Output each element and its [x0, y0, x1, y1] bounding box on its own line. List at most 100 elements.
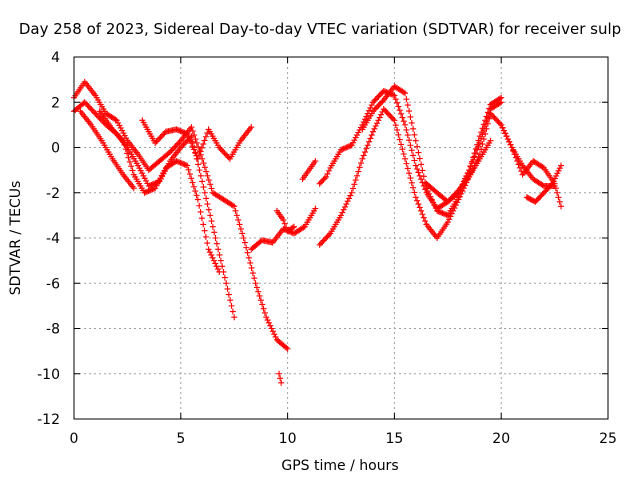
data-point — [325, 231, 332, 238]
data-point — [182, 130, 189, 137]
data-point — [510, 147, 517, 154]
data-point — [150, 185, 157, 192]
data-point — [391, 92, 398, 99]
data-point — [130, 185, 137, 192]
data-point — [408, 147, 415, 154]
data-point — [192, 136, 199, 143]
data-point — [149, 181, 156, 188]
data-point — [241, 239, 248, 246]
data-point — [415, 149, 422, 156]
data-point — [415, 169, 422, 176]
data-point — [193, 192, 200, 199]
data-point — [367, 104, 374, 111]
data-point — [176, 127, 183, 134]
data-point — [354, 172, 361, 179]
data-point — [418, 176, 425, 183]
data-point — [177, 159, 184, 166]
data-point — [167, 149, 174, 156]
data-point — [205, 177, 212, 184]
data-point — [191, 132, 198, 139]
data-point — [392, 96, 399, 103]
data-point — [412, 162, 419, 169]
data-point — [395, 131, 402, 138]
data-point — [204, 130, 211, 137]
data-point — [248, 124, 255, 131]
data-point — [220, 148, 227, 155]
data-point — [410, 184, 417, 191]
y-tick-label: -10 — [37, 367, 60, 383]
data-point — [144, 188, 151, 195]
data-point — [193, 152, 200, 159]
data-point — [379, 98, 386, 105]
data-point — [204, 172, 211, 179]
y-tick-label: 0 — [51, 141, 60, 157]
data-point — [376, 114, 383, 121]
data-point — [408, 179, 415, 186]
data-point — [196, 202, 203, 209]
data-point — [189, 179, 196, 186]
data-point — [407, 142, 414, 149]
data-point — [316, 180, 323, 187]
data-point — [416, 172, 423, 179]
data-point — [249, 270, 256, 277]
data-point — [451, 191, 458, 198]
data-point — [378, 99, 385, 106]
data-point — [208, 251, 215, 258]
data-point — [153, 138, 160, 145]
data-point — [325, 167, 332, 174]
data-point — [180, 129, 187, 136]
data-point — [512, 154, 519, 161]
data-point — [496, 95, 503, 102]
x-tick-label: 10 — [279, 431, 297, 447]
data-point — [228, 302, 235, 309]
data-point — [370, 108, 377, 115]
data-point — [388, 114, 395, 121]
data-point — [208, 218, 215, 225]
data-point — [283, 224, 290, 231]
data-point — [157, 134, 164, 141]
data-point — [201, 227, 208, 234]
data-point — [426, 190, 433, 197]
data-point — [343, 201, 350, 208]
data-point — [213, 263, 220, 270]
data-point — [91, 109, 98, 116]
data-point — [362, 116, 369, 123]
data-point — [359, 155, 366, 162]
data-point — [507, 141, 514, 148]
data-point — [284, 345, 291, 352]
data-point — [316, 241, 323, 248]
data-point — [366, 107, 373, 114]
data-point — [129, 167, 136, 174]
x-tick-label: 15 — [385, 431, 403, 447]
data-point — [320, 176, 327, 183]
series-sat-d — [96, 108, 223, 275]
data-point — [189, 143, 196, 150]
y-tick-label: -6 — [46, 276, 60, 292]
data-point — [219, 263, 226, 270]
data-point — [260, 305, 267, 312]
data-point — [257, 297, 264, 304]
series-sat-i — [299, 158, 319, 183]
data-point — [281, 220, 288, 227]
data-point — [476, 133, 483, 140]
data-point — [126, 158, 133, 165]
data-point — [556, 198, 563, 205]
data-point — [196, 167, 203, 174]
data-point — [179, 143, 186, 150]
data-point — [363, 145, 370, 152]
data-point — [414, 143, 421, 150]
data-point — [367, 135, 374, 142]
data-point — [350, 185, 357, 192]
data-point — [450, 193, 457, 200]
data-point — [244, 249, 251, 256]
data-point — [231, 314, 238, 321]
data-point — [201, 137, 208, 144]
data-point — [452, 190, 459, 197]
data-point — [324, 233, 331, 240]
data-point — [410, 125, 417, 132]
data-point — [190, 146, 197, 153]
data-point — [203, 168, 210, 175]
data-point — [555, 194, 562, 201]
data-point — [432, 205, 439, 212]
data-point — [319, 238, 326, 245]
